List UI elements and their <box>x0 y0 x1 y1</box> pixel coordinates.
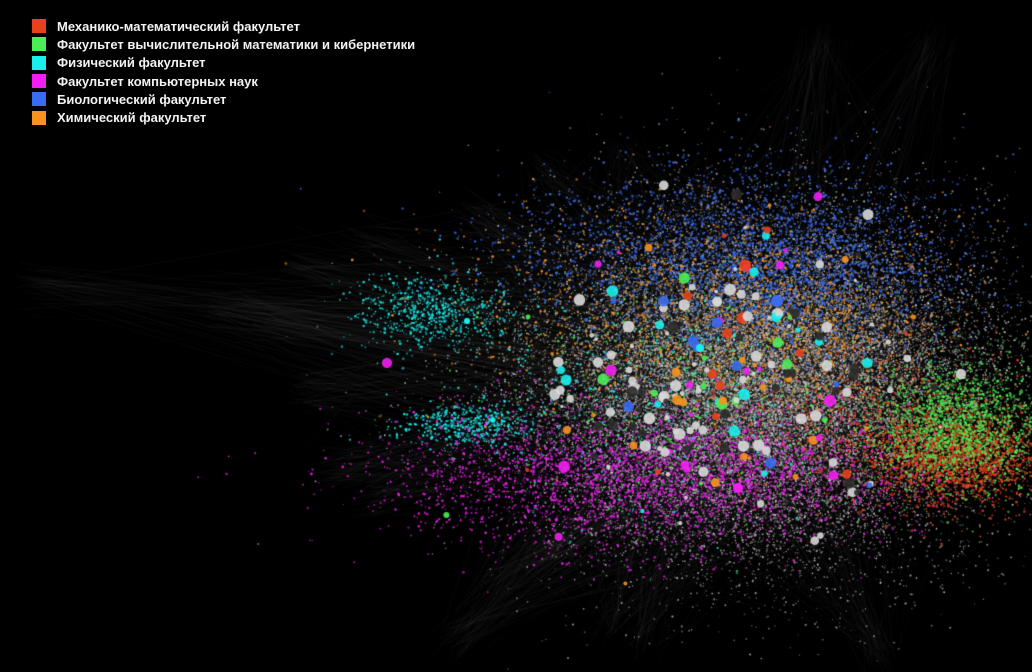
legend-swatch <box>32 110 46 125</box>
legend-item-biology: Биологический факультет <box>32 90 415 108</box>
legend-item-physics: Физический факультет <box>32 54 415 72</box>
legend-swatch <box>32 74 46 89</box>
legend-swatch <box>32 55 46 70</box>
legend-item-chemistry: Химический факультет <box>32 108 415 126</box>
legend-item-mechmath: Механико-математический факультет <box>32 17 415 35</box>
legend-label: Механико-математический факультет <box>57 18 300 34</box>
legend: Механико-математический факультет Факуль… <box>32 17 415 127</box>
legend-label: Химический факультет <box>57 110 207 126</box>
legend-label: Факультет вычислительной математики и ки… <box>57 36 416 52</box>
legend-swatch <box>32 37 46 52</box>
legend-swatch <box>32 19 46 34</box>
legend-item-cs: Факультет компьютерных наук <box>32 72 415 90</box>
legend-label: Факультет компьютерных наук <box>57 73 258 89</box>
legend-swatch <box>32 92 46 107</box>
legend-label: Физический факультет <box>57 55 206 71</box>
legend-item-cmc: Факультет вычислительной математики и ки… <box>32 35 415 53</box>
legend-label: Биологический факультет <box>57 91 227 107</box>
